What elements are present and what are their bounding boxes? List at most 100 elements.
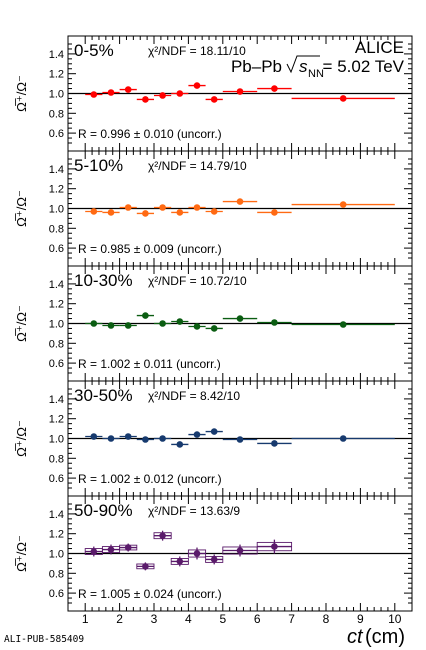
x-tick-label: 7 [288,612,295,626]
chi2-label: χ²/NDF = 18.11/10 [148,44,246,58]
y-tick-label: 0.8 [49,568,64,580]
energy-label: = 5.02 TeV [323,57,405,76]
data-point [210,96,218,103]
panel-10-30%: 0.6 0.8 1.0 1.2 1.4 10-30% χ²/NDF = 10.72/10 R … [14,265,413,382]
data-point [339,201,347,208]
data-point [142,436,149,443]
r-value-label: R = 0.996 ± 0.010 (uncorr.) [78,127,222,141]
x-tick-label: 2 [116,612,123,626]
y-tick-label: 1.0 [49,549,64,561]
x-tick-label: 5 [219,612,226,626]
data-point [339,435,347,442]
data-point [176,209,184,216]
x-axis-title: ct (cm) [347,626,405,648]
data-point [193,82,201,89]
data-point [176,558,184,565]
data-point [193,431,201,438]
y-tick-label: 0.6 [49,473,64,485]
y-tick-label: 0.8 [49,453,64,465]
data-point [271,85,278,92]
data-point [142,96,149,103]
x-tick-label: 6 [254,612,261,626]
data-point [107,435,115,442]
data-point [107,546,115,553]
x-tick-label: 1 [82,612,89,626]
y-tick-label: 0.6 [49,358,64,370]
energy-label-group: s NN = 5.02 TeV [286,55,405,80]
data-point [124,322,132,329]
systematic-box [187,549,207,558]
data-point [159,320,166,327]
data-point [107,89,115,96]
r-value-label: R = 0.985 ± 0.009 (uncorr.) [78,242,222,256]
y-tick-label: 1.4 [49,509,64,521]
data-point [90,320,98,327]
y-tick-label: 1.4 [49,49,64,61]
centrality-label: 30-50% [74,386,133,405]
y-tick-label: 1.4 [49,279,64,291]
data-point [124,433,132,440]
systematic-box [256,541,293,552]
y-tick-label: 0.8 [49,338,64,350]
data-point [193,550,201,557]
sqrt-subscript: NN [308,68,324,80]
data-point [142,563,149,570]
data-point [159,532,166,539]
y-axis-title: Ω̅⁺/Ω⁻ [14,535,29,572]
panel-30-50%: 0.6 0.8 1.0 1.2 1.4 30-50% χ²/NDF = 8.42/10 R =… [14,380,413,497]
y-tick-label: 1.0 [49,204,64,216]
panels-group: 0.6 0.8 1.0 1.2 1.4 0-5% χ²/NDF = 18.11/10 R = … [14,35,413,626]
data-point [107,322,115,329]
data-point [124,544,132,551]
experiment-label: ALICE [355,38,404,57]
data-point [236,436,244,443]
data-point [210,556,218,563]
chi2-label: χ²/NDF = 10.72/10 [148,274,247,288]
data-point [90,433,98,440]
y-axis-title: Ω̅⁺/Ω⁻ [14,305,29,342]
y-tick-label: 1.4 [49,394,64,406]
data-point [176,90,184,97]
data-point [271,543,278,550]
data-point [159,92,166,99]
r-value-label: R = 1.005 ± 0.024 (uncorr.) [78,587,222,601]
y-axis-title: Ω̅⁺/Ω⁻ [14,75,29,112]
x-axis-title-unit: (cm) [365,626,405,648]
data-point [176,318,184,325]
data-point [236,315,244,322]
panel-0-5%: 0.6 0.8 1.0 1.2 1.4 0-5% χ²/NDF = 18.11/10 R = … [14,35,413,152]
chi2-label: χ²/NDF = 8.42/10 [148,389,240,403]
data-point [159,204,166,211]
chi2-label: χ²/NDF = 13.63/9 [148,504,240,518]
data-point [124,204,132,211]
y-tick-label: 1.2 [49,529,64,541]
data-point [236,198,244,205]
data-point [339,95,347,102]
panel-50-90%: 0.6 0.8 1.0 1.2 1.4 50-90% χ²/NDF = 13.63/9 R =… [14,495,413,612]
data-point [236,88,244,95]
x-tick-label: 10 [388,612,402,626]
centrality-label: 0-5% [74,41,114,60]
data-point [271,209,278,216]
data-point [142,210,149,217]
data-point [124,86,132,93]
publication-id: ALI-PUB-585409 [4,634,84,645]
y-tick-label: 1.0 [49,319,64,331]
centrality-label: 10-30% [74,271,133,290]
data-point [193,204,201,211]
x-tick-label: 9 [357,612,364,626]
y-tick-label: 1.0 [49,89,64,101]
data-point [271,319,278,326]
y-tick-label: 1.2 [49,414,64,426]
y-tick-label: 1.0 [49,434,64,446]
y-tick-label: 0.6 [49,588,64,600]
data-point [142,312,149,319]
data-point [339,321,347,328]
data-point [210,428,218,435]
data-point [90,548,98,555]
data-point [159,435,166,442]
data-point [193,323,201,330]
r-value-label: R = 1.002 ± 0.011 (uncorr.) [78,357,221,371]
x-tick-label: 4 [185,612,192,626]
y-axis-title: Ω̅⁺/Ω⁻ [14,420,29,457]
